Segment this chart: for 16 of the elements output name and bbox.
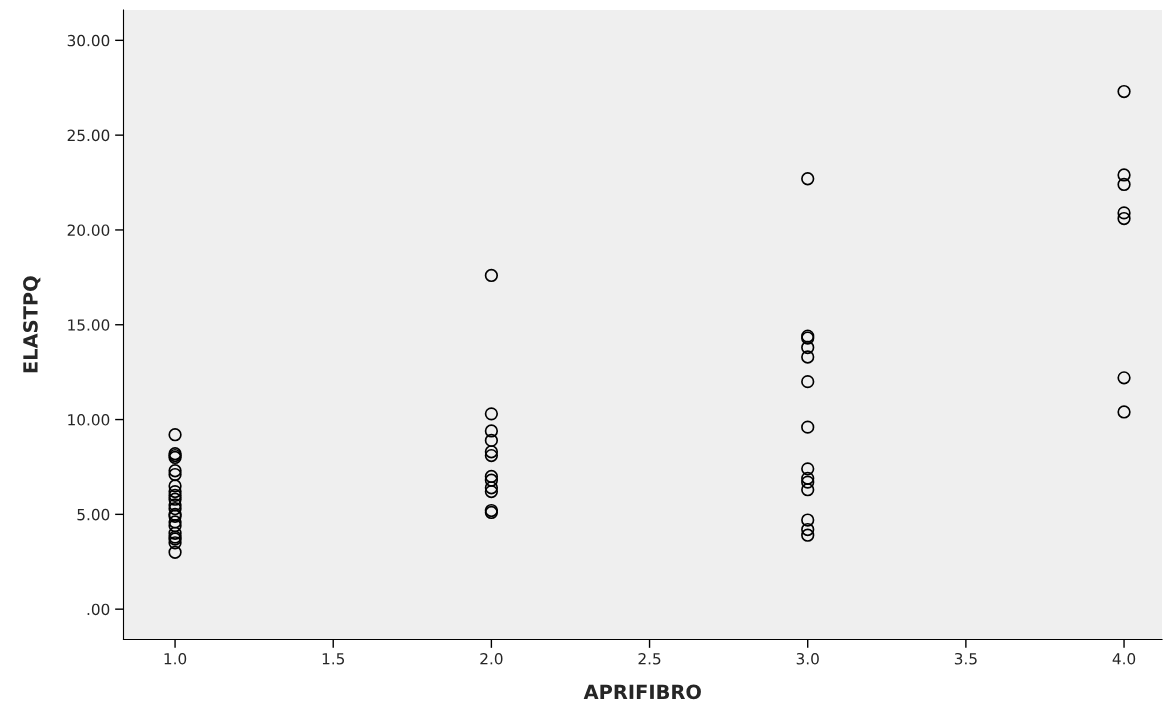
y-tick-label: 30.00 [67, 34, 110, 47]
x-tick-label: 1.0 [164, 652, 187, 665]
x-tick-label: 3.0 [796, 652, 819, 665]
y-tick-label: 5.00 [77, 508, 110, 521]
x-tick-label: 2.5 [638, 652, 661, 665]
y-axis-title: ELASTPQ [23, 276, 41, 373]
y-tick-label: .00 [87, 603, 110, 616]
x-axis-title: APRIFIBRO [583, 684, 701, 700]
x-tick-label: 1.5 [322, 653, 345, 665]
y-tick-label: 15.00 [68, 319, 110, 331]
x-tick-label: 2.0 [480, 652, 503, 665]
y-tick-label: 10.00 [68, 414, 110, 426]
x-tick-label: 4.0 [1112, 652, 1136, 665]
y-tick-label: 25.00 [67, 129, 110, 142]
y-tick-label: 20.00 [67, 224, 110, 236]
x-tick-label: 3.5 [954, 652, 977, 665]
